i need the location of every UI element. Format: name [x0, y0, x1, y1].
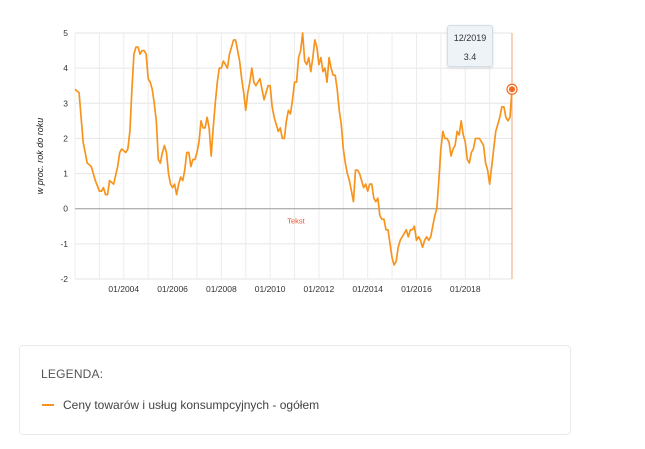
- legend-panel: LEGENDA: Ceny towarów i usług konsumpcyj…: [19, 345, 571, 435]
- y-tick-label: 1: [63, 169, 68, 179]
- series-line-cpi[interactable]: [74, 32, 513, 266]
- tooltip-date: 12/2019: [453, 33, 487, 43]
- grid: [74, 32, 512, 280]
- y-tick-label: 3: [63, 98, 68, 108]
- y-tick-label: 2: [63, 133, 68, 143]
- legend-item[interactable]: Ceny towarów i usług konsumpcyjnych - og…: [42, 397, 319, 413]
- legend-swatch: [42, 404, 54, 406]
- x-tick-label: 01/2004: [108, 284, 139, 294]
- x-tick-label: 01/2008: [206, 284, 237, 294]
- x-tick-label: 01/2018: [450, 284, 481, 294]
- x-tick-label: 01/2012: [304, 284, 335, 294]
- data-tooltip: 12/2019 3.4: [447, 25, 493, 67]
- y-tick-label: 4: [63, 63, 68, 73]
- tooltip-value: 3.4: [463, 52, 477, 62]
- chart-annotation-text: Tekst: [287, 217, 305, 226]
- x-tick-label: 01/2006: [157, 284, 188, 294]
- y-axis-ticks: 5 4 3 2 1 0 -1 -2: [60, 28, 68, 284]
- highlight-point[interactable]: [509, 86, 515, 93]
- y-axis-label: w proc. rok do roku: [35, 118, 45, 195]
- x-tick-label: 01/2010: [255, 284, 286, 294]
- legend-item-label: Ceny towarów i usług konsumpcyjnych - og…: [63, 398, 320, 412]
- x-axis-ticks: 01/2004 01/2006 01/2008 01/2010 01/2012 01/20…: [108, 284, 480, 294]
- y-tick-label: 0: [63, 204, 68, 214]
- chart-area: 01/2004 01/2006 01/2008 01/2010 01/2012 01/20…: [35, 25, 518, 294]
- x-tick-label: 01/2016: [401, 284, 432, 294]
- legend-title: LEGENDA:: [41, 367, 104, 381]
- y-tick-label: 5: [63, 28, 68, 38]
- inflation-line-chart: 01/2004 01/2006 01/2008 01/2010 01/2012 01/20…: [35, 28, 518, 294]
- y-tick-label: -2: [60, 274, 68, 284]
- x-tick-label: 01/2014: [352, 284, 383, 294]
- y-tick-label: -1: [60, 239, 68, 249]
